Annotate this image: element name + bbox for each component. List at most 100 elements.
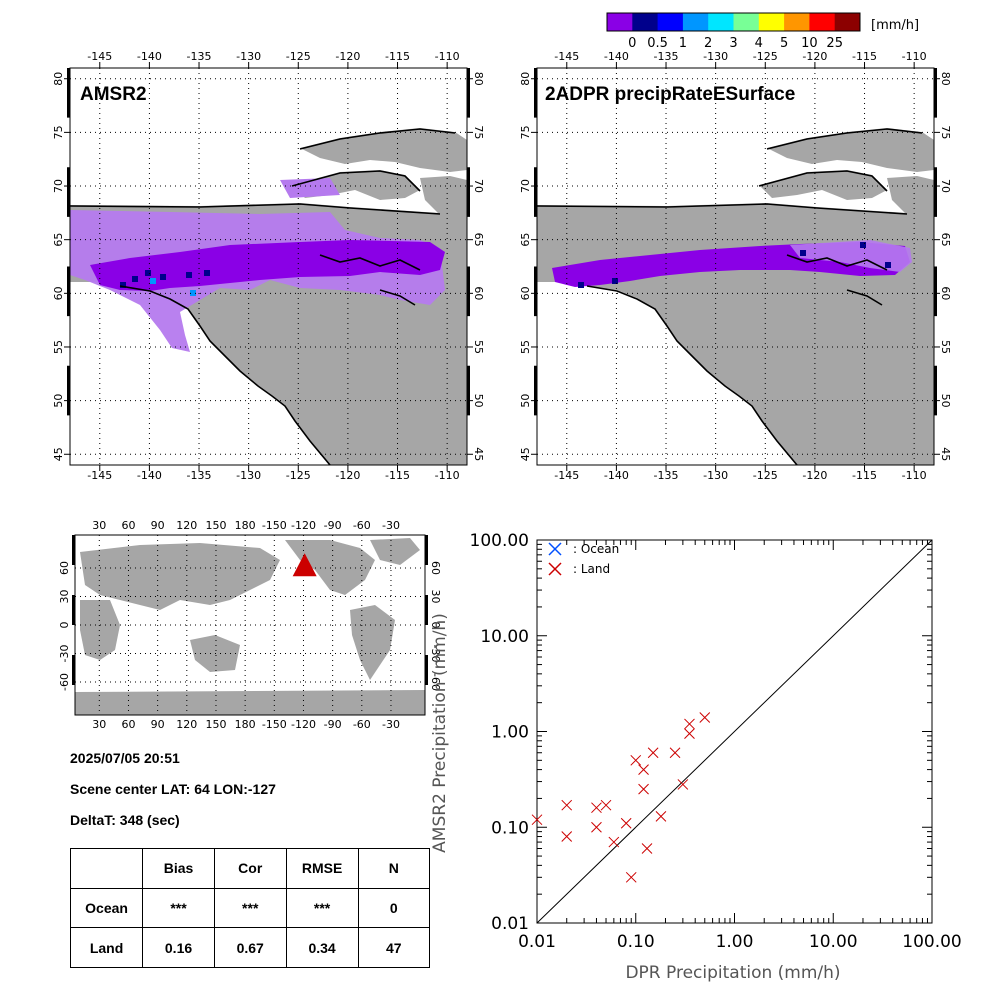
colorbar-tick-label: 2 [704,36,712,51]
x-tick-label: 0.10 [617,932,655,952]
lat-tick-label: 50 [52,394,65,408]
lon-tick-label: -115 [385,469,410,482]
lon-tick-label: -125 [753,469,778,482]
world-lon-label: -30 [382,718,400,731]
lat-tick-label: 75 [939,125,952,139]
colorbar-tick-label: 0.5 [647,36,668,51]
lat-tick-label: 60 [472,286,485,300]
stats-header-cell: Bias [142,848,215,889]
colorbar-swatch [657,13,684,31]
scatter-point [638,783,649,795]
stats-row-land: Land 0.16 0.67 0.34 47 [69,927,431,968]
lon-tick-label: -135 [187,50,212,63]
scatter-point [647,747,659,759]
scatter-point [684,718,695,730]
frame-bar [67,365,70,416]
scatter-point [625,871,637,883]
world-lat-label: 60 [58,561,71,575]
lat-tick-label: 70 [472,179,485,193]
world-lon-label: 60 [121,718,135,731]
world-lon-label: 90 [151,519,165,532]
stats-header-cell: Cor [213,848,287,889]
frame-bar [934,365,937,416]
lat-tick-label: 55 [52,340,65,354]
colorbar-swatch [733,13,760,31]
colorbar-swatch [784,13,810,31]
lon-tick-label: -125 [286,469,311,482]
lon-tick-label: -130 [236,50,261,63]
y-tick-label: 0.01 [491,914,529,934]
lon-tick-label: -115 [852,50,877,63]
delta-t-label: DeltaT: 348 (sec) [70,812,180,828]
lon-tick-label: -115 [852,469,877,482]
frame-bar [67,266,70,317]
lon-tick-label: -140 [137,469,162,482]
x-tick-label: 0.01 [518,932,556,952]
lat-tick-label: 45 [939,447,952,461]
lat-tick-label: 75 [472,125,485,139]
lat-tick-label: 55 [939,340,952,354]
scatter-point [608,836,620,848]
lat-tick-label: 55 [519,340,532,354]
colorbar-swatch [632,13,659,31]
amsr2-precip-light-north [280,178,340,198]
frame-bar [534,266,537,317]
amsr2-map [70,68,467,465]
lon-tick-label: -110 [435,469,460,482]
legend-label: : Land [573,562,610,576]
lon-tick-label: -110 [902,469,927,482]
colorbar-swatch [607,13,633,31]
lon-tick-label: -140 [137,50,162,63]
colorbar-unit-label: [mm/h] [871,18,919,33]
frame-bar [425,595,428,625]
stats-table: Bias Cor RMSE N Ocean *** *** *** 0 Land… [69,848,431,968]
lon-tick-label: -145 [87,50,112,63]
y-tick-label: 10.00 [480,627,529,647]
amsr2-heavy-pixels [120,270,210,288]
scatter-point [638,764,649,775]
dpr-gridlines [537,68,934,465]
frame-bar [72,655,75,685]
scatter-point [630,754,642,766]
dpr-heavy-pixels [578,242,891,288]
world-lat-label: -60 [429,673,442,691]
lat-tick-label: 45 [472,447,485,461]
lat-tick-label: 80 [939,72,952,86]
scatter-point [699,712,711,723]
world-lon-label: -30 [382,519,400,532]
lon-tick-label: -120 [335,50,360,63]
stats-cell-n: 47 [357,927,431,968]
frame-bar [534,365,537,416]
stats-cell-cor: *** [213,887,287,929]
scatter-point [677,779,689,790]
colorbar-tick-label: 0 [628,36,636,51]
colorbar-swatch [809,13,836,31]
scene-location-marker [292,553,317,577]
dpr-map [537,68,934,465]
lon-tick-label: -145 [87,469,112,482]
world-lon-label: 30 [92,718,106,731]
scatter-point [684,728,695,739]
amsr2-precip-core [90,240,445,291]
legend-marker [548,542,562,556]
dpr-precip-light [790,240,912,272]
lon-tick-label: -110 [435,50,460,63]
lat-tick-label: 80 [472,72,485,86]
lon-tick-label: -130 [236,469,261,482]
scatter-point [591,802,602,814]
frame-bar [67,68,70,118]
x-tick-label: 100.00 [902,932,961,952]
world-map-ticks: 30 30 60 60 90 90 120 120 150 150 180 180 -150 -150 -1… [58,519,442,731]
scatter-point [641,843,653,854]
stats-cell-rmse: 0.34 [285,927,359,968]
amsr2-map-title: AMSR2 [80,84,147,105]
amsr2-gridlines [70,68,467,465]
frame-bar [467,68,470,118]
scatter-point [591,821,602,833]
y-tick-label: 100.00 [470,531,529,551]
lon-tick-label: -145 [554,469,579,482]
world-lon-label: 120 [176,718,197,731]
frame-bar [467,167,470,217]
lon-tick-label: -135 [654,469,679,482]
